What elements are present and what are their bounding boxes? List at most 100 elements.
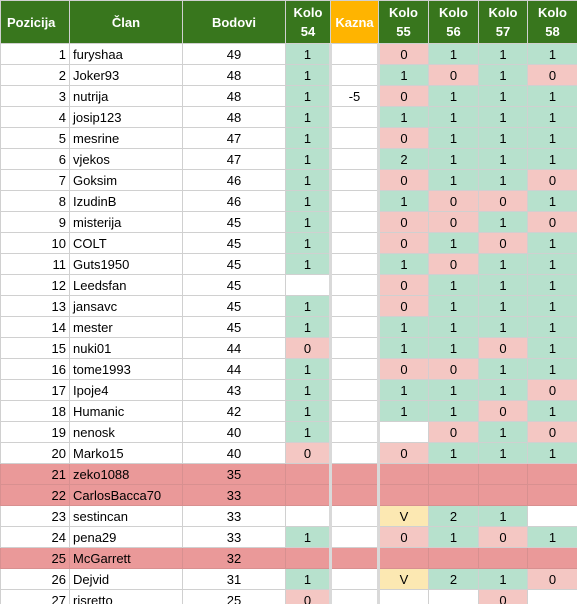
member-cell[interactable]: pena29	[69, 526, 183, 548]
member-cell[interactable]: nutrija	[69, 85, 183, 107]
kolo-55-cell[interactable]: 0	[378, 211, 429, 233]
kolo-55-cell[interactable]: 0	[378, 127, 429, 149]
kolo-54-cell[interactable]: 1	[285, 421, 331, 443]
kolo-55-cell[interactable]: 0	[378, 232, 429, 254]
kolo-54-cell[interactable]: 1	[285, 190, 331, 212]
kolo-55-cell[interactable]: 0	[378, 295, 429, 317]
position-cell[interactable]: 19	[0, 421, 70, 443]
points-cell[interactable]: 45	[182, 295, 286, 317]
points-cell[interactable]: 35	[182, 463, 286, 485]
member-cell[interactable]: risretto	[69, 589, 183, 604]
member-cell[interactable]: furyshaa	[69, 43, 183, 65]
kolo-58-cell[interactable]: 1	[527, 148, 577, 170]
member-cell[interactable]: mester	[69, 316, 183, 338]
kolo-56-cell[interactable]: 1	[428, 274, 479, 296]
kolo-58-cell[interactable]	[527, 484, 577, 506]
kolo-54-cell[interactable]: 1	[285, 295, 331, 317]
kolo-55-cell[interactable]	[378, 484, 429, 506]
points-cell[interactable]: 33	[182, 484, 286, 506]
position-cell[interactable]: 14	[0, 316, 70, 338]
position-cell[interactable]: 11	[0, 253, 70, 275]
kolo-58-cell[interactable]: 0	[527, 568, 577, 590]
position-cell[interactable]: 2	[0, 64, 70, 86]
kolo-54-cell[interactable]: 1	[285, 232, 331, 254]
kolo-56-cell[interactable]: 1	[428, 85, 479, 107]
points-cell[interactable]: 47	[182, 127, 286, 149]
kazna-cell[interactable]	[329, 190, 380, 212]
kazna-cell[interactable]	[329, 169, 380, 191]
points-cell[interactable]: 40	[182, 442, 286, 464]
kolo-58-cell[interactable]: 1	[527, 43, 577, 65]
header-kolo-58[interactable]: Kolo 58	[527, 0, 577, 44]
kolo-58-cell[interactable]: 1	[527, 190, 577, 212]
member-cell[interactable]: Joker93	[69, 64, 183, 86]
kolo-54-cell[interactable]: 1	[285, 127, 331, 149]
kolo-54-cell[interactable]: 1	[285, 85, 331, 107]
member-cell[interactable]: Dejvid	[69, 568, 183, 590]
kolo-57-cell[interactable]: 0	[478, 190, 528, 212]
kolo-57-cell[interactable]: 1	[478, 442, 528, 464]
kolo-58-cell[interactable]: 0	[527, 169, 577, 191]
kazna-cell[interactable]	[329, 505, 380, 527]
kolo-56-cell[interactable]	[428, 589, 479, 604]
kolo-55-cell[interactable]: 1	[378, 316, 429, 338]
member-cell[interactable]: Guts1950	[69, 253, 183, 275]
kolo-55-cell[interactable]: V	[378, 568, 429, 590]
kolo-56-cell[interactable]: 1	[428, 316, 479, 338]
member-cell[interactable]: nenosk	[69, 421, 183, 443]
member-cell[interactable]: Ipoje4	[69, 379, 183, 401]
position-cell[interactable]: 4	[0, 106, 70, 128]
kolo-58-cell[interactable]: 1	[527, 85, 577, 107]
header-points[interactable]: Bodovi	[182, 0, 286, 44]
kolo-55-cell[interactable]	[378, 463, 429, 485]
kolo-57-cell[interactable]	[478, 547, 528, 569]
member-cell[interactable]: McGarrett	[69, 547, 183, 569]
kolo-57-cell[interactable]: 0	[478, 337, 528, 359]
kazna-cell[interactable]	[329, 64, 380, 86]
kolo-56-cell[interactable]: 1	[428, 127, 479, 149]
kolo-54-cell[interactable]: 1	[285, 106, 331, 128]
points-cell[interactable]: 45	[182, 232, 286, 254]
kolo-56-cell[interactable]: 0	[428, 253, 479, 275]
kolo-56-cell[interactable]: 1	[428, 295, 479, 317]
points-cell[interactable]: 44	[182, 337, 286, 359]
kazna-cell[interactable]	[329, 253, 380, 275]
position-cell[interactable]: 13	[0, 295, 70, 317]
kolo-54-cell[interactable]	[285, 505, 331, 527]
header-position[interactable]: Pozicija	[0, 0, 70, 44]
member-cell[interactable]: tome1993	[69, 358, 183, 380]
kazna-cell[interactable]	[329, 106, 380, 128]
kolo-56-cell[interactable]: 2	[428, 505, 479, 527]
kolo-58-cell[interactable]: 1	[527, 232, 577, 254]
kolo-55-cell[interactable]: 1	[378, 337, 429, 359]
kolo-57-cell[interactable]: 1	[478, 253, 528, 275]
kolo-57-cell[interactable]: 1	[478, 85, 528, 107]
kolo-55-cell[interactable]	[378, 589, 429, 604]
points-cell[interactable]: 31	[182, 568, 286, 590]
kolo-57-cell[interactable]: 1	[478, 421, 528, 443]
points-cell[interactable]: 32	[182, 547, 286, 569]
kazna-cell[interactable]: -5	[329, 85, 380, 107]
kolo-57-cell[interactable]: 1	[478, 127, 528, 149]
kolo-56-cell[interactable]: 0	[428, 190, 479, 212]
kolo-56-cell[interactable]: 1	[428, 148, 479, 170]
kolo-54-cell[interactable]: 1	[285, 358, 331, 380]
kolo-55-cell[interactable]	[378, 421, 429, 443]
kolo-57-cell[interactable]: 1	[478, 169, 528, 191]
kolo-58-cell[interactable]: 0	[527, 421, 577, 443]
kolo-54-cell[interactable]: 1	[285, 400, 331, 422]
kolo-56-cell[interactable]: 2	[428, 568, 479, 590]
kolo-58-cell[interactable]	[527, 463, 577, 485]
kolo-57-cell[interactable]: 1	[478, 106, 528, 128]
kolo-55-cell[interactable]: 0	[378, 526, 429, 548]
kolo-56-cell[interactable]	[428, 463, 479, 485]
header-kolo-55[interactable]: Kolo 55	[378, 0, 429, 44]
kolo-55-cell[interactable]: 0	[378, 43, 429, 65]
kolo-56-cell[interactable]: 1	[428, 442, 479, 464]
kolo-57-cell[interactable]: 1	[478, 358, 528, 380]
kolo-56-cell[interactable]: 1	[428, 43, 479, 65]
kazna-cell[interactable]	[329, 295, 380, 317]
points-cell[interactable]: 47	[182, 148, 286, 170]
kolo-55-cell[interactable]: V	[378, 505, 429, 527]
kolo-58-cell[interactable]: 1	[527, 337, 577, 359]
